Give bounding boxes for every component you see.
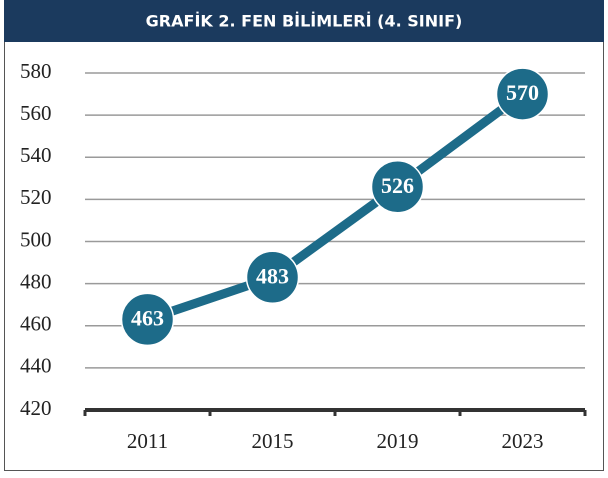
y-tick-label: 500 xyxy=(20,227,52,251)
marker xyxy=(495,67,550,121)
x-tick-label: 2011 xyxy=(127,429,168,453)
y-tick-label: 460 xyxy=(20,312,52,336)
x-tick-label: 2019 xyxy=(377,429,419,453)
marker xyxy=(120,292,175,347)
header-bar xyxy=(4,0,604,42)
value-label: 570 xyxy=(506,80,539,105)
y-tick-label: 580 xyxy=(20,59,52,83)
value-label: 483 xyxy=(256,263,289,288)
x-tick-label: 2015 xyxy=(252,429,294,453)
x-tick-label: 2023 xyxy=(502,429,544,453)
y-tick-label: 440 xyxy=(20,354,52,378)
y-tick-label: 420 xyxy=(20,396,52,420)
value-label: 526 xyxy=(381,173,414,198)
y-tick-label: 520 xyxy=(20,185,52,209)
line xyxy=(146,90,526,324)
y-tick-label: 480 xyxy=(20,269,52,293)
y-tick-label: 560 xyxy=(20,101,52,125)
marker xyxy=(245,250,300,305)
marker xyxy=(370,159,425,214)
chart-title: GRAFİK 2. FEN BİLİMLERİ (4. SINIF) xyxy=(146,12,463,31)
y-tick-label: 540 xyxy=(20,143,52,167)
value-label: 463 xyxy=(131,305,164,330)
